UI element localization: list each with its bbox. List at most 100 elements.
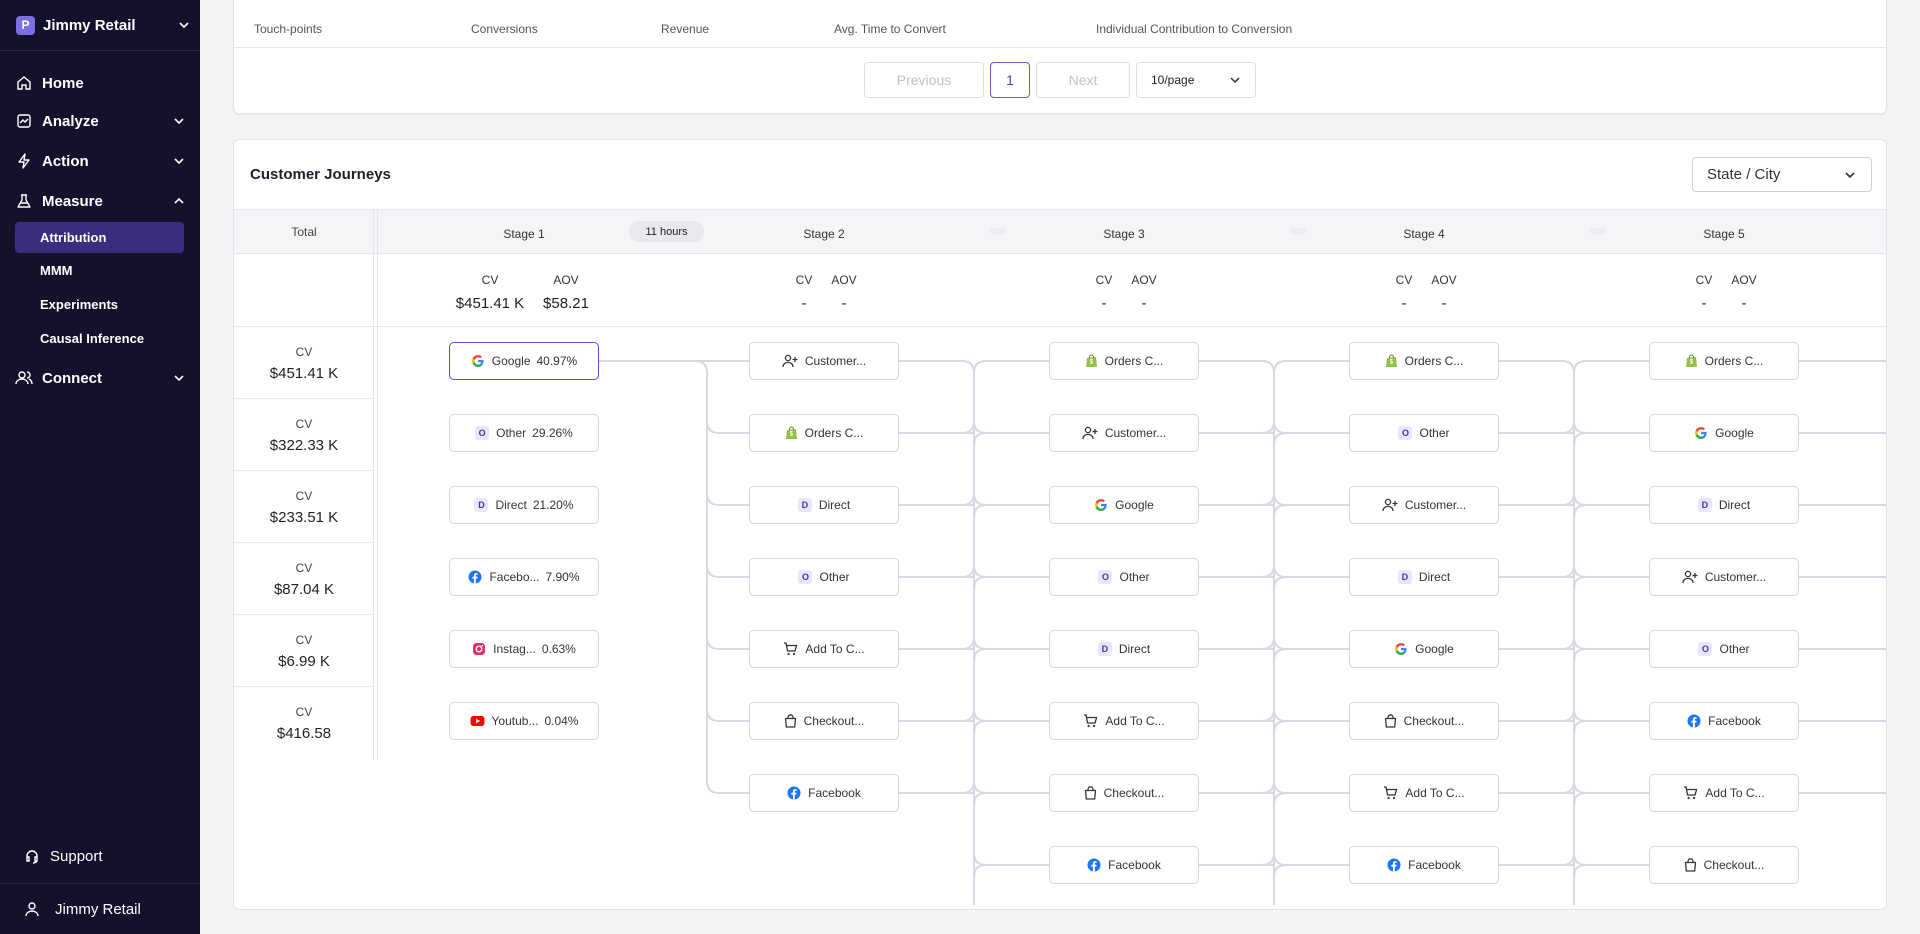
flow-line — [973, 432, 987, 446]
column-header[interactable]: Touch-points — [254, 22, 323, 36]
journey-node[interactable]: D Direct — [1649, 486, 1799, 524]
flow-line — [1199, 780, 1275, 794]
journey-node[interactable]: Google — [1349, 630, 1499, 668]
sidebar-item-attribution[interactable]: Attribution — [15, 222, 184, 253]
journey-node[interactable]: Orders C... — [1049, 342, 1199, 380]
journey-node[interactable]: Instag... 0.63% — [449, 630, 599, 668]
flow-line — [1573, 852, 1649, 866]
sidebar-item-causal-inference[interactable]: Causal Inference — [40, 331, 145, 346]
users-icon — [15, 369, 33, 387]
nav-connect[interactable]: Connect — [15, 363, 185, 393]
flow-line — [1499, 852, 1575, 866]
node-label: Google — [491, 354, 531, 368]
page-1-button[interactable]: 1 — [990, 62, 1030, 98]
node-label: Facebook — [808, 786, 861, 800]
stage-aov-value: $58.21 — [543, 295, 589, 312]
flow-line — [1573, 720, 1587, 734]
nav-analyze[interactable]: Analyze — [15, 106, 185, 136]
flow-line — [1573, 432, 1587, 446]
column-header[interactable]: Revenue — [661, 22, 710, 36]
flow-line — [1199, 492, 1275, 506]
journey-node[interactable]: D Direct — [1349, 558, 1499, 596]
node-label: Other — [496, 426, 527, 440]
node-label: Checkout... — [1403, 714, 1465, 728]
column-header[interactable]: Individual Contribution to Conversion — [1096, 22, 1293, 36]
stage-aov-label: AOV — [553, 273, 579, 287]
state-city-dropdown[interactable]: State / City — [1692, 157, 1872, 192]
journey-node[interactable]: Facebook — [1349, 846, 1499, 884]
journey-node[interactable]: Add To C... — [1049, 702, 1199, 740]
journey-node[interactable]: Facebo... 7.90% — [449, 558, 599, 596]
stage-aov-label: AOV — [1131, 273, 1157, 287]
flow-line — [973, 708, 1049, 722]
workspace-switcher[interactable]: P Jimmy Retail — [16, 12, 192, 38]
nav-support[interactable]: Support — [23, 841, 193, 871]
bag-icon — [1084, 786, 1097, 800]
journey-node[interactable]: Orders C... — [1349, 342, 1499, 380]
journey-node[interactable]: Youtub... 0.04% — [449, 702, 599, 740]
stage-aov-label: AOV — [1431, 273, 1457, 287]
journey-node[interactable]: Checkout... — [1049, 774, 1199, 812]
page-size-select[interactable]: 10/page — [1136, 62, 1256, 98]
flow-line — [1273, 564, 1349, 578]
flow-line — [1273, 360, 1349, 374]
journey-node[interactable]: Add To C... — [749, 630, 899, 668]
user-plus-icon — [1382, 498, 1398, 512]
flow-line — [1499, 636, 1575, 650]
user-menu[interactable]: Jimmy Retail — [23, 894, 193, 924]
journey-node[interactable]: Facebook — [749, 774, 899, 812]
journey-node[interactable]: Google — [1649, 414, 1799, 452]
stage-header: Stage 3 — [1103, 227, 1145, 241]
flow-line — [1273, 432, 1287, 446]
flow-line — [1573, 708, 1649, 722]
customer-journeys-card: Customer Journeys State / City Total CV $… — [233, 139, 1887, 910]
column-header[interactable]: Conversions — [471, 22, 538, 36]
journey-node[interactable]: Facebook — [1049, 846, 1199, 884]
sidebar-item-experiments[interactable]: Experiments — [40, 297, 119, 312]
journey-node[interactable]: O Other — [1649, 630, 1799, 668]
flow-line — [1573, 636, 1649, 650]
workspace-name: Jimmy Retail — [43, 16, 136, 34]
journey-node[interactable]: O Other 29.26% — [449, 414, 599, 452]
journey-node[interactable]: Checkout... — [1649, 846, 1799, 884]
chevron-down-icon — [1230, 77, 1240, 84]
total-cv-label: CV — [295, 561, 313, 575]
journey-node[interactable]: Add To C... — [1349, 774, 1499, 812]
journey-node[interactable]: O Other — [1349, 414, 1499, 452]
journey-node[interactable]: Orders C... — [749, 414, 899, 452]
next-page-button[interactable]: Next — [1036, 62, 1130, 98]
journey-node[interactable]: D Direct — [1049, 630, 1199, 668]
nav-action[interactable]: Action — [15, 146, 185, 176]
journey-node[interactable]: Customer... — [1349, 486, 1499, 524]
journey-node[interactable]: Add To C... — [1649, 774, 1799, 812]
journey-node[interactable]: Google 40.97% — [449, 342, 599, 380]
journey-node[interactable]: D Direct 21.20% — [449, 486, 599, 524]
shopify-icon — [1085, 354, 1098, 368]
column-header[interactable]: Avg. Time to Convert — [834, 22, 946, 36]
total-cell: CV $416.58 — [234, 686, 374, 758]
journey-node[interactable]: Google — [1049, 486, 1199, 524]
bag-icon — [1684, 858, 1697, 872]
google-icon — [1094, 498, 1108, 512]
sidebar-item-mmm[interactable]: MMM — [40, 263, 73, 278]
journey-node[interactable]: O Other — [1049, 558, 1199, 596]
stage-header: Stage 5 — [1703, 227, 1745, 241]
journey-node[interactable]: O Other — [749, 558, 899, 596]
journey-node[interactable]: Customer... — [749, 342, 899, 380]
journey-node[interactable]: Facebook — [1649, 702, 1799, 740]
journey-node[interactable]: Checkout... — [749, 702, 899, 740]
flow-line — [973, 720, 987, 734]
journey-node[interactable]: Customer... — [1049, 414, 1199, 452]
node-percentage: 0.63% — [541, 642, 576, 656]
nav-measure[interactable]: Measure — [15, 186, 185, 216]
journey-node[interactable]: Customer... — [1649, 558, 1799, 596]
previous-page-button[interactable]: Previous — [864, 62, 984, 98]
flow-line — [1273, 780, 1349, 794]
journey-node[interactable]: Orders C... — [1649, 342, 1799, 380]
total-cv-label: CV — [295, 345, 313, 359]
flow-line — [1573, 780, 1649, 794]
nav-home[interactable]: Home — [15, 68, 185, 98]
journey-node[interactable]: D Direct — [749, 486, 899, 524]
node-percentage: 29.26% — [532, 426, 573, 440]
journey-node[interactable]: Checkout... — [1349, 702, 1499, 740]
